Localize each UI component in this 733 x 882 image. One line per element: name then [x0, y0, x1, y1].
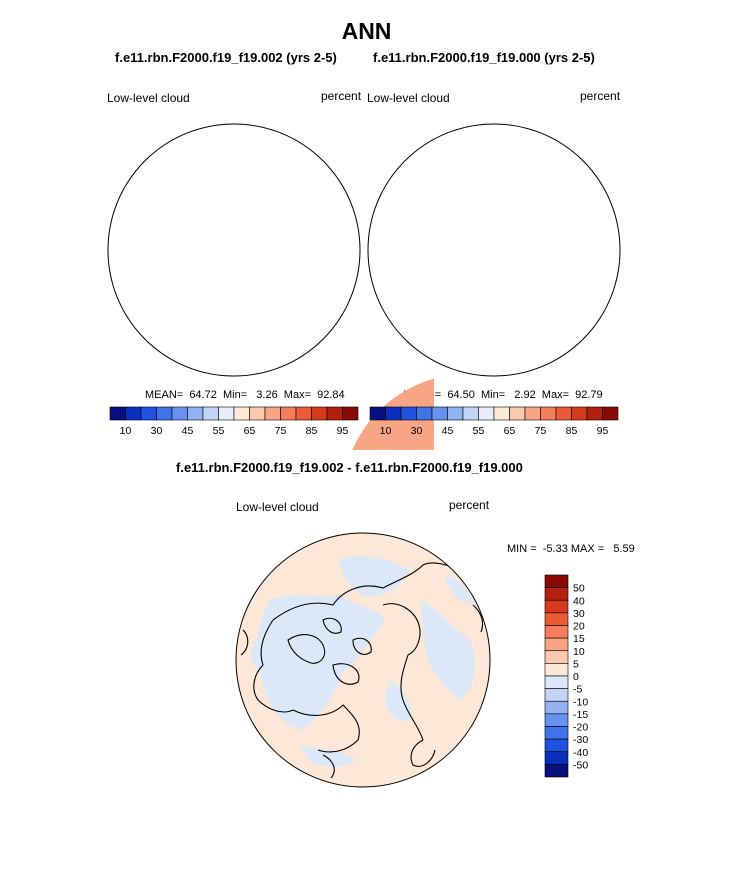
panel3-colorbar-tick-label: -10 — [573, 696, 588, 708]
panel3-colorbar-tick-label: 15 — [573, 633, 585, 645]
panel1-variable-label: Low-level cloud — [107, 91, 190, 105]
panel1-colorbar-swatch-5 — [187, 406, 204, 421]
panel1-units-label: percent — [321, 89, 362, 103]
panel1-subtitle: f.e11.rbn.F2000.f19_f19.002 (yrs 2-5) — [115, 50, 337, 65]
panel1-colorbar-swatch-0 — [109, 406, 126, 421]
panel3-colorbar-tick-label: 40 — [573, 595, 585, 607]
panel3-colorbar-tick-label: -5 — [573, 684, 582, 696]
panel3-colorbar-tick-label: 10 — [573, 646, 585, 658]
panel1-colorbar-swatch-13 — [311, 406, 328, 421]
panel2-colorbar-swatch-11 — [540, 406, 557, 421]
panel2-colorbar-swatch-13 — [571, 406, 588, 421]
panel3-colorbar-tick-label: 5 — [573, 658, 579, 670]
panel2-colorbar-tick-label: 30 — [411, 425, 423, 437]
panel3-colorbar-swatch-12 — [544, 726, 569, 740]
panel1-colorbar-swatch-4 — [171, 406, 188, 421]
panel3-colorbar-swatch-15 — [544, 764, 569, 778]
panel1-colorbar-swatch-14 — [326, 406, 343, 421]
panel3-colorbar-swatch-10 — [544, 700, 569, 715]
panel2-colorbar-swatch-0 — [369, 406, 386, 421]
panel3-colorbar-swatch-1 — [544, 587, 569, 601]
panel1-colorbar-swatch-8 — [233, 406, 250, 421]
panel2-units-label: percent — [580, 89, 621, 103]
panel2-colorbar-tick-label: 95 — [597, 425, 609, 437]
panel3-colorbar-swatch-6 — [544, 650, 569, 664]
panel1-colorbar-swatch-9 — [249, 406, 266, 421]
panel2-colorbar-swatch-14 — [586, 406, 603, 421]
panel2-colorbar-tick-label: 45 — [442, 425, 454, 437]
panel3-colorbar-tick-label: -20 — [573, 722, 588, 734]
panel1-colorbar-tick-label: 65 — [244, 425, 256, 437]
panel3-colorbar-tick-label: -15 — [573, 709, 588, 721]
panel2-colorbar-tick-label: 55 — [473, 425, 485, 437]
panel1-colorbar-tick-label: 95 — [337, 425, 349, 437]
panel1-colorbar-swatch-3 — [156, 406, 173, 421]
panel2-colorbar-swatch-7 — [478, 406, 495, 421]
panel2-colorbar-tick-label: 65 — [504, 425, 516, 437]
panel1-colorbar-swatch-11 — [280, 406, 297, 421]
panel1-colorbar-tick-label: 45 — [182, 425, 194, 437]
panel2-colorbar-swatch-10 — [524, 406, 541, 421]
panel1-colorbar-swatch-1 — [125, 406, 142, 421]
panel3-colorbar-tick-label: 20 — [573, 621, 585, 633]
panel1-colorbar-tick-label: 85 — [306, 425, 318, 437]
panel1-colorbar-tick-label: 10 — [120, 425, 132, 437]
panel2-colorbar-tick-label: 85 — [566, 425, 578, 437]
panel3-colorbar-tick-label: 0 — [573, 671, 579, 683]
panel3-colorbar-swatch-2 — [544, 599, 569, 614]
panel1-map — [107, 123, 434, 450]
panel3-colorbar-swatch-5 — [544, 637, 569, 652]
panel3-colorbar-swatch-13 — [544, 738, 569, 753]
page-title: ANN — [341, 18, 392, 44]
panel3-colorbar-swatch-11 — [544, 713, 569, 727]
panel3-colorbar-swatch-9 — [544, 688, 569, 702]
panel3-units-label: percent — [449, 498, 490, 512]
panel2-colorbar: 10 30 45 55 65 75 85 95 — [369, 406, 619, 437]
panel3-variable-label: Low-level cloud — [236, 500, 319, 514]
panel3-colorbar-tick-label: -40 — [573, 747, 588, 759]
panel1-colorbar-tick-label: 30 — [151, 425, 163, 437]
panel2-colorbar-swatch-15 — [602, 406, 619, 421]
panel2-colorbar-tick-label: 75 — [535, 425, 547, 437]
panel1-colorbar-tick-label: 75 — [275, 425, 287, 437]
panel1-colorbar-tick-label: 55 — [213, 425, 225, 437]
panel3-colorbar-swatch-14 — [544, 751, 569, 765]
panel3-colorbar-tick-label: 30 — [573, 608, 585, 620]
panel3-map — [235, 532, 491, 788]
panel2-colorbar-swatch-6 — [462, 406, 479, 421]
panel2-colorbar-swatch-5 — [447, 406, 464, 421]
panel1-colorbar: 10 30 45 55 65 75 85 95 — [109, 406, 359, 437]
panel1-colorbar-swatch-10 — [264, 406, 281, 421]
panel3-subtitle: f.e11.rbn.F2000.f19_f19.002 - f.e11.rbn.… — [176, 460, 523, 475]
panel1-colorbar-swatch-15 — [342, 406, 359, 421]
panel1-stats: MEAN= 64.72 Min= 3.26 Max= 92.84 — [145, 389, 345, 401]
panel3-colorbar-swatch-8 — [544, 675, 569, 689]
panel2-colorbar-swatch-12 — [555, 406, 572, 421]
panel1-colorbar-swatch-6 — [202, 406, 219, 421]
panel2-colorbar-swatch-4 — [431, 406, 448, 421]
panel2-colorbar-tick-label: 10 — [380, 425, 392, 437]
panel3-colorbar-swatch-4 — [544, 625, 569, 639]
panel2-colorbar-swatch-9 — [509, 406, 526, 421]
panel2-colorbar-swatch-2 — [400, 406, 417, 421]
panel3-colorbar-tick-label: -50 — [573, 759, 588, 771]
panel3-colorbar-tick-label: -30 — [573, 734, 588, 746]
panel2-colorbar-swatch-3 — [416, 406, 433, 421]
panel2-colorbar-swatch-1 — [385, 406, 402, 421]
panel3-colorbar-swatch-7 — [544, 663, 569, 677]
panel2-colorbar-swatch-8 — [493, 406, 510, 421]
panel2-subtitle: f.e11.rbn.F2000.f19_f19.000 (yrs 2-5) — [373, 50, 595, 65]
panel3-stats: MIN = -5.33 MAX = 5.59 — [507, 543, 635, 555]
panel2-variable-label: Low-level cloud — [367, 91, 450, 105]
panel3-colorbar-tick-label: 50 — [573, 583, 585, 595]
panel1-colorbar-swatch-2 — [140, 406, 157, 421]
panel3-colorbar-swatch-0 — [544, 574, 569, 588]
panel1-colorbar-swatch-12 — [295, 406, 312, 421]
panel3-colorbar-swatch-3 — [544, 612, 569, 626]
panel2-map — [367, 123, 621, 377]
panel1-colorbar-swatch-7 — [218, 406, 235, 421]
